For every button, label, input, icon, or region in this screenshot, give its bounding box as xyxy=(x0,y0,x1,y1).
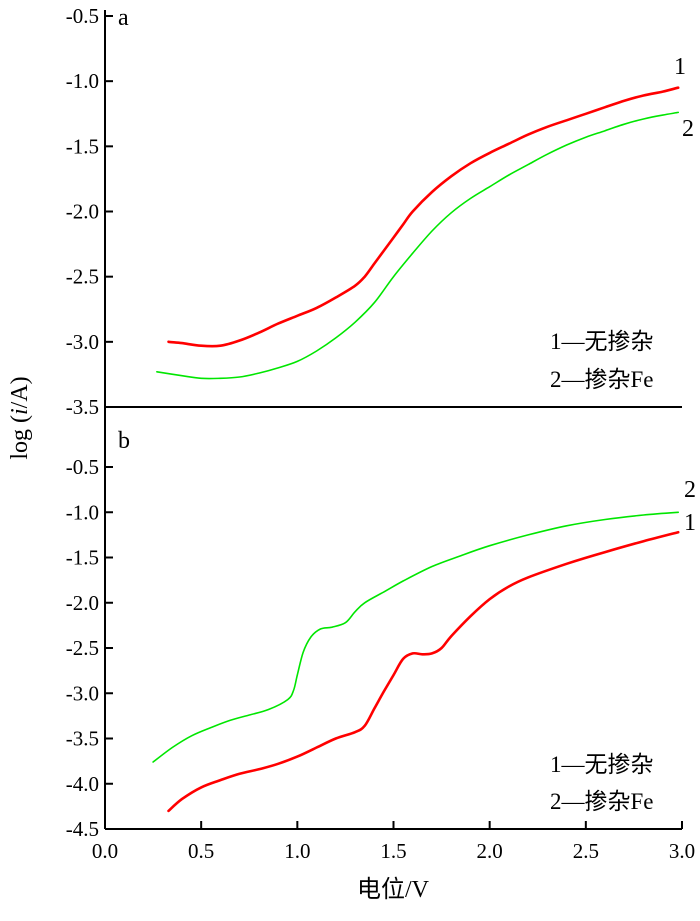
y-axis-title-prefix: log ( xyxy=(7,415,33,460)
panel-b-label: b xyxy=(118,428,130,454)
panel-b-y-tick-label: -3.0 xyxy=(66,681,99,705)
x-tick-label: 0.0 xyxy=(92,839,118,863)
panel-b-y-tick-label: -3.5 xyxy=(66,727,99,751)
panel-a-y-tick-label: -2.5 xyxy=(66,265,99,289)
panel-b-legend-item-2: 2—掺杂Fe xyxy=(550,789,654,814)
panel-a-legend: 1—无掺杂 2—掺杂Fe xyxy=(550,329,654,392)
panel-b-curve-1-label: 1 xyxy=(684,510,696,536)
panel-a-curve-1-label: 1 xyxy=(674,54,686,80)
panel-a-series-2-line xyxy=(156,111,679,380)
panel-b-y-tick-label: -2.0 xyxy=(66,591,99,615)
panel-a-y-ticks: -0.5 -1.0 -1.5 -2.0 -2.5 -3.0 -3.5 xyxy=(66,4,113,419)
axes-frame xyxy=(104,10,682,830)
panel-b-y-tick-label: -4.0 xyxy=(66,772,99,796)
x-tick-label: 2.5 xyxy=(573,839,599,863)
panel-b-y-tick-label: -1.5 xyxy=(66,546,99,570)
panel-a-y-tick-label: -3.5 xyxy=(66,395,99,419)
panel-b-series-1-line xyxy=(167,530,680,813)
y-axis-title-italic: i xyxy=(7,408,33,415)
panel-b-y-tick-label: -1.0 xyxy=(66,500,99,524)
panel-b-y-tick-label: -4.5 xyxy=(66,817,99,841)
panel-b-legend: 1—无掺杂 2—掺杂Fe xyxy=(550,752,654,814)
panel-a-y-tick-label: -1.0 xyxy=(66,69,99,93)
x-tick-label: 1.5 xyxy=(380,839,406,863)
panel-a-curve-2-label: 2 xyxy=(682,116,694,142)
panel-a-legend-item-1: 1—无掺杂 xyxy=(550,329,654,354)
panel-a-y-tick-label: -1.5 xyxy=(66,134,99,158)
panel-b-series-2-line xyxy=(152,511,679,763)
y-axis-title: log (i/A) xyxy=(7,376,33,459)
x-tick-label: 0.5 xyxy=(188,839,214,863)
panel-b-curve-2-label: 2 xyxy=(684,477,696,503)
panel-b-y-ticks: -0.5 -1.0 -1.5 -2.0 -2.5 -3.0 -3.5 -4.0 -4.5 xyxy=(66,455,113,841)
panel-b-y-tick-label: -0.5 xyxy=(66,455,99,479)
x-tick-label: 2.0 xyxy=(477,839,503,863)
panel-a-label: a xyxy=(118,5,129,31)
panel-a-y-tick-label: -2.0 xyxy=(66,200,99,224)
x-axis-title: 电位/V xyxy=(357,876,430,903)
panel-a-curves xyxy=(156,86,680,380)
y-axis-title-suffix: /A) xyxy=(7,376,33,408)
panel-b-y-tick-label: -2.5 xyxy=(66,636,99,660)
x-tick-label: 1.0 xyxy=(284,839,310,863)
panel-a-y-tick-label: -3.0 xyxy=(66,330,99,354)
panel-a-series-1-line xyxy=(167,86,680,348)
panel-b-legend-item-1: 1—无掺杂 xyxy=(550,752,654,777)
panel-b-curves xyxy=(152,511,680,813)
x-axis-ticks: 0.0 0.5 1.0 1.5 2.0 2.5 3.0 xyxy=(92,821,695,863)
x-tick-label: 3.0 xyxy=(669,839,695,863)
panel-a-y-tick-label: -0.5 xyxy=(66,4,99,28)
panel-a-legend-item-2: 2—掺杂Fe xyxy=(550,367,654,392)
